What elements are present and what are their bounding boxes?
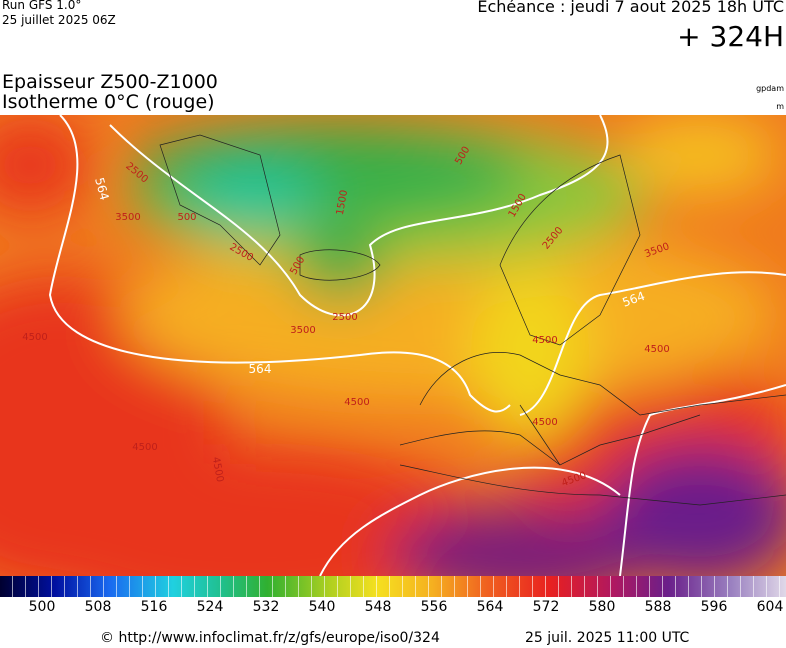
source-url: © http://www.infoclimat.fr/z/gfs/europe/… xyxy=(100,630,440,646)
thickness-label: 564 xyxy=(249,362,272,376)
echeance: Echéance : jeudi 7 aout 2025 18h UTC xyxy=(477,0,784,16)
isotherm-label: 4500 xyxy=(210,456,225,483)
run-date: 25 juillet 2025 06Z xyxy=(2,13,116,27)
colorbar-tick-label: 596 xyxy=(700,599,728,615)
lead-time: + 324H xyxy=(677,20,784,53)
isotherm-label: 4500 xyxy=(532,417,557,428)
title-isotherm: Isotherme 0°C (rouge) xyxy=(2,91,215,113)
isotherm-label: 4500 xyxy=(532,335,557,346)
isotherm-label: 3500 xyxy=(290,325,315,336)
colorbar-tick-label: 580 xyxy=(588,599,616,615)
colorbar-tick-label: 572 xyxy=(532,599,560,615)
isotherm-label: 4500 xyxy=(644,344,669,355)
colorbar-tick-label: 588 xyxy=(644,599,672,615)
unit-gpdam: gpdam xyxy=(756,84,784,93)
colorbar-tick-label: 548 xyxy=(364,599,392,615)
colorbar-tick-label: 516 xyxy=(140,599,168,615)
colorbar-tick-label: 556 xyxy=(420,599,448,615)
field xyxy=(0,115,786,576)
colorbar-tick-label: 540 xyxy=(308,599,336,615)
isotherm-label: 1500 xyxy=(335,189,350,216)
isotherm-label: 4500 xyxy=(22,332,47,343)
colorbar-tick-label: 564 xyxy=(476,599,504,615)
title-thickness: Epaisseur Z500-Z1000 xyxy=(2,71,218,93)
footer-date: 25 juil. 2025 11:00 UTC xyxy=(525,630,690,646)
colorbar-dividers xyxy=(0,576,786,597)
isotherm-label: 4500 xyxy=(132,442,157,453)
colorbar-tick-label: 508 xyxy=(84,599,112,615)
colorbar-tick-label: 604 xyxy=(756,599,784,615)
colorbar xyxy=(0,576,786,597)
colorbar-tick-label: 532 xyxy=(252,599,280,615)
thickness-label: 564 xyxy=(92,176,111,202)
isotherm-label: 4500 xyxy=(344,397,369,408)
isotherm-label: 2500 xyxy=(332,312,357,323)
colorbar-tick-label: 524 xyxy=(196,599,224,615)
thickness-contours xyxy=(48,115,786,576)
run: Run GFS 1.0° xyxy=(2,0,82,12)
isotherm-label: 500 xyxy=(177,212,196,223)
unit-m: m xyxy=(776,102,784,111)
isotherm-label: 3500 xyxy=(115,212,140,223)
coastlines xyxy=(159,134,786,506)
colorbar-tick-label: 500 xyxy=(28,599,56,615)
